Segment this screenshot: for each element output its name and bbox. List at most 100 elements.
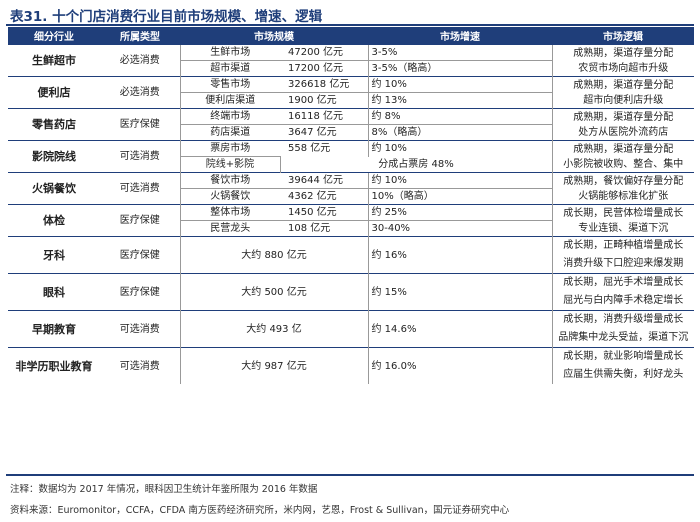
size-cell: 16118 亿元 xyxy=(280,108,368,125)
logic-cell: 成长期，屈光手术增量成长 屈光与白内障手术稳定增长 xyxy=(551,273,694,311)
growth-cell: 约 16% xyxy=(367,236,552,274)
size-cell: 108 亿元 xyxy=(280,220,368,237)
category-cell: 可选消费 xyxy=(100,172,180,205)
logic-line: 专业连锁、渠道下沉 xyxy=(578,222,669,234)
logic-cell: 成熟期，渠道存量分配 超市向便利店升级 xyxy=(551,76,694,109)
growth-cell: 3-5% xyxy=(367,44,552,61)
category-cell: 医疗保健 xyxy=(100,236,180,274)
growth-cell: 8%（略高） xyxy=(367,124,552,141)
industry-cell: 零售药店 xyxy=(8,108,100,141)
growth-cell: 约 16.0% xyxy=(367,347,552,384)
submarket-cell: 民营龙头 xyxy=(179,220,280,237)
title-rule xyxy=(6,24,694,26)
table-body: 生鲜超市 必选消费 生鲜市场 47200 亿元 3-5% 成熟期，渠道存量分配 农贸市场向超… xyxy=(8,44,694,384)
size-cell: 3647 亿元 xyxy=(280,124,368,141)
logic-cell: 成长期，消费升级增量成长 品牌集中龙头受益，渠道下沉 xyxy=(551,310,694,348)
logic-cell: 成长期，就业影响增量成长 应届生供需失衡，利好龙头 xyxy=(551,347,694,384)
submarket-cell: 票房市场 xyxy=(179,140,280,157)
table-row: 便利店渠道 1900 亿元约 13% xyxy=(8,92,694,109)
submarket-cell: 餐饮市场 xyxy=(179,172,280,189)
table-row: 早期教育 可选消费 大约 493 亿约 14.6% 成长期，消费升级增量成长 品牌集中龙… xyxy=(8,310,694,348)
growth-cell: 30-40% xyxy=(367,220,552,237)
table-row: 眼科 医疗保健 大约 500 亿元约 15% 成长期，屈光手术增量成长 屈光与白内障手术… xyxy=(8,273,694,311)
size-cell: 大约 500 亿元 xyxy=(179,273,368,311)
growth-cell: 约 15% xyxy=(367,273,552,311)
header-logic: 市场逻辑 xyxy=(552,27,694,45)
logic-line: 成熟期，渠道存量分配 xyxy=(573,47,674,59)
category-cell: 医疗保健 xyxy=(100,108,180,141)
header-row: 细分行业 所属类型 市场规模 市场增速 市场逻辑 xyxy=(8,27,694,45)
industry-cell: 早期教育 xyxy=(8,310,100,348)
industry-cell: 体检 xyxy=(8,204,100,237)
submarket-cell: 超市渠道 xyxy=(179,60,280,77)
size-cell: 1900 亿元 xyxy=(280,92,368,109)
logic-line: 应届生供需失衡，利好龙头 xyxy=(563,369,684,380)
logic-cell: 成长期，正畸种植增量成长 消费升级下口腔迎来爆发期 xyxy=(551,236,694,274)
size-cell: 17200 亿元 xyxy=(280,60,368,77)
category-cell: 医疗保健 xyxy=(100,273,180,311)
growth-cell: 约 10% xyxy=(367,76,552,93)
size-cell: 1450 亿元 xyxy=(280,204,368,221)
table-row: 民营龙头 108 亿元 30-40% xyxy=(8,220,694,237)
table-row: 体检 医疗保健 整体市场 1450 亿元约 25% 成长期，民营体检增量成长 专业连锁、渠… xyxy=(8,204,694,237)
category-cell: 可选消费 xyxy=(100,140,180,173)
submarket-cell: 生鲜市场 xyxy=(179,44,280,61)
submarket-cell: 零售市场 xyxy=(179,76,280,93)
logic-cell: 成熟期，渠道存量分配 小影院被收购、整合、集中 xyxy=(551,140,694,173)
submarket-cell: 终端市场 xyxy=(179,108,280,125)
industry-cell: 眼科 xyxy=(8,273,100,311)
table-row: 院线+影院 分成占票房 48% xyxy=(8,156,694,173)
table-row: 牙科 医疗保健 大约 880 亿元约 16% 成长期，正畸种植增量成长 消费升级下口腔迎… xyxy=(8,236,694,274)
size-cell: 4362 亿元 xyxy=(280,188,368,205)
logic-cell: 成熟期，渠道存量分配 处方从医院外流药店 xyxy=(551,108,694,141)
bottom-rule xyxy=(6,474,694,476)
growth-cell: 约 13% xyxy=(367,92,552,109)
category-cell: 必选消费 xyxy=(100,76,180,109)
logic-cell: 成熟期，餐饮偏好存量分配 火锅能够标准化扩张 xyxy=(551,172,694,205)
header-growth: 市场增速 xyxy=(368,27,552,45)
industry-cell: 便利店 xyxy=(8,76,100,109)
logic-line: 成长期，正畸种植增量成长 xyxy=(563,240,684,251)
logic-line: 屈光与白内障手术稳定增长 xyxy=(563,295,684,306)
growth-cell: 约 14.6% xyxy=(367,310,552,348)
industry-cell: 影院院线 xyxy=(8,140,100,173)
logic-line: 成长期，屈光手术增量成长 xyxy=(563,277,684,288)
logic-line: 成长期，就业影响增量成长 xyxy=(563,351,684,362)
logic-line: 品牌集中龙头受益，渠道下沉 xyxy=(558,332,689,343)
submarket-cell: 药店渠道 xyxy=(179,124,280,141)
growth-cell: 约 8% xyxy=(367,108,552,125)
market-table: 细分行业 所属类型 市场规模 市场增速 市场逻辑 生鲜超市 必选消费 生鲜市场 472… xyxy=(8,27,694,384)
category-cell: 医疗保健 xyxy=(100,204,180,237)
logic-line: 超市向便利店升级 xyxy=(583,94,664,106)
table-row: 药店渠道 3647 亿元 8%（略高） xyxy=(8,124,694,141)
industry-cell: 火锅餐饮 xyxy=(8,172,100,205)
table-title: 表31. 十个门店消费行业目前市场规模、增速、逻辑 xyxy=(10,9,323,25)
size-cell: 326618 亿元 xyxy=(280,76,368,93)
logic-cell: 成长期，民营体检增量成长 专业连锁、渠道下沉 xyxy=(551,204,694,237)
growth-cell: 约 10% xyxy=(367,172,552,189)
logic-line: 成熟期，渠道存量分配 xyxy=(573,111,674,123)
table-row: 影院院线 可选消费 票房市场 558 亿元约 10% 成熟期，渠道存量分配 小影院被收购、… xyxy=(8,140,694,173)
category-cell: 可选消费 xyxy=(100,310,180,348)
size-cell: 大约 493 亿 xyxy=(179,310,368,348)
logic-line: 火锅能够标准化扩张 xyxy=(578,190,669,202)
logic-line: 成长期，民营体检增量成长 xyxy=(563,207,684,219)
industry-cell: 牙科 xyxy=(8,236,100,274)
size-cell: 39644 亿元 xyxy=(280,172,368,189)
table-row: 生鲜超市 必选消费 生鲜市场 47200 亿元 3-5% 成熟期，渠道存量分配 农贸市场向超… xyxy=(8,44,694,77)
table-row: 超市渠道 17200 亿元 3-5%（略高） xyxy=(8,60,694,77)
logic-cell: 成熟期，渠道存量分配 农贸市场向超市升级 xyxy=(551,44,694,77)
logic-line: 消费升级下口腔迎来爆发期 xyxy=(563,258,684,269)
submarket-cell: 院线+影院 xyxy=(179,156,280,173)
header-industry: 细分行业 xyxy=(8,27,100,45)
table-row: 火锅餐饮 可选消费 餐饮市场 39644 亿元约 10% 成熟期，餐饮偏好存量分配 火锅能… xyxy=(8,172,694,205)
submarket-cell: 整体市场 xyxy=(179,204,280,221)
logic-line: 处方从医院外流药店 xyxy=(578,126,669,138)
submarket-cell: 便利店渠道 xyxy=(179,92,280,109)
category-cell: 可选消费 xyxy=(100,347,180,384)
logic-line: 成熟期，餐饮偏好存量分配 xyxy=(563,175,684,187)
header-category: 所属类型 xyxy=(100,27,180,45)
table-source: 资料来源：Euromonitor，CCFA，CFDA 南方医药经济研究所，米内网… xyxy=(10,505,510,516)
growth-cell: 约 10% xyxy=(367,140,552,157)
logic-line: 农贸市场向超市升级 xyxy=(578,62,669,74)
